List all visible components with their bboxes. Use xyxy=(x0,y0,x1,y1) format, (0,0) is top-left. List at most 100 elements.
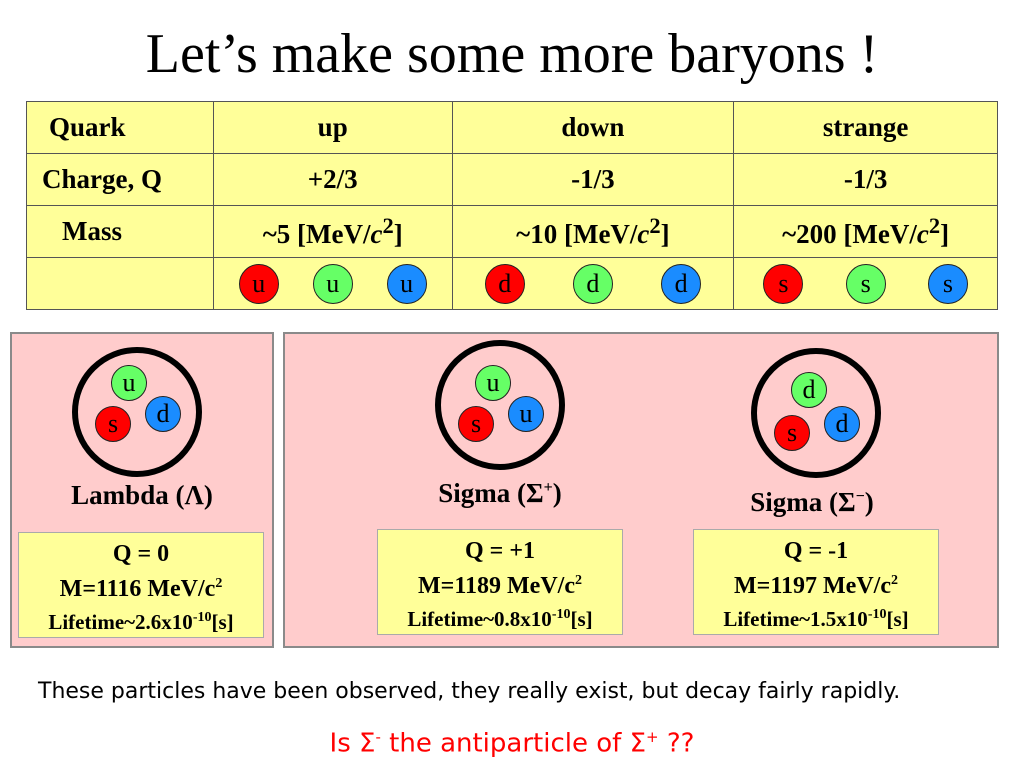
lambda-mass-sup: 2 xyxy=(215,576,223,591)
sigma-plus-infobox: Q = +1 M=1189 MeV/c2 Lifetime~0.8x10-10[… xyxy=(377,529,623,635)
sigma-minus-name-post: ) xyxy=(864,487,874,517)
lambda-infobox: Q = 0 M=1116 MeV/c2 Lifetime~2.6x10-10[s… xyxy=(18,532,264,638)
header-strange: strange xyxy=(733,101,998,154)
lambda-charge: Q = 0 xyxy=(112,541,170,567)
question-post: ?? xyxy=(658,728,695,759)
header-quark: Quark xyxy=(26,101,214,154)
mass-strange-pre: ~200 [MeV/ xyxy=(782,219,917,249)
sigma-minus-lifetime-unit: [s] xyxy=(886,607,909,631)
sigma-plus-name-post: ) xyxy=(552,478,562,508)
lambda-mass: M=1116 MeV/c2 xyxy=(19,569,263,604)
lambda-mass-text: M=1116 MeV/c xyxy=(59,576,216,602)
sigma-plus-lifetime-unit: [s] xyxy=(570,607,593,631)
question-line: Is Σ- the antiparticle of Σ+ ?? xyxy=(0,728,1024,759)
lambda-green-quark: u xyxy=(111,365,147,401)
mass-strange-sup: 2 xyxy=(928,213,941,238)
charge-up: +2/3 xyxy=(212,153,453,206)
sigma-minus-red-quark: s xyxy=(774,415,810,451)
down-quark-blue-ball: d xyxy=(661,263,702,304)
sigma-minus-mass-text: M=1197 MeV/c xyxy=(734,573,891,599)
sigma-minus-baryon-ring xyxy=(751,348,881,478)
mass-strange: ~200 [MeV/c2] xyxy=(733,205,998,258)
down-quark-green-ball: d xyxy=(572,263,613,304)
up-quark-blue-ball: u xyxy=(386,263,427,304)
colors-down: d d d xyxy=(451,257,735,310)
table-row-mass: Mass ~5 [MeV/c2] ~10 [MeV/c2] ~200 [MeV/… xyxy=(26,205,998,258)
up-quark-green-ball: u xyxy=(312,263,353,304)
mass-down-sup: 2 xyxy=(649,213,661,238)
sigma-plus-lifetime: Lifetime~0.8x10-10[s] xyxy=(378,601,622,633)
down-quark-red-ball: d xyxy=(484,263,525,304)
lambda-blue-quark: d xyxy=(145,396,181,432)
mass-up: ~5 [MeV/c2] xyxy=(212,205,453,258)
mass-strange-post: ] xyxy=(940,219,950,249)
mass-down-pre: ~10 [MeV/ xyxy=(516,219,638,249)
table-row-charge: Charge, Q +2/3 -1/3 -1/3 xyxy=(26,153,998,206)
colors-strange: s s s xyxy=(733,257,998,310)
quark-table: Quark up down strange Charge, Q +2/3 -1/… xyxy=(26,101,998,310)
sigma-minus-sup: − xyxy=(855,488,865,505)
lambda-name-pre: Lambda ( xyxy=(71,480,185,510)
footer-note: These particles have been observed, they… xyxy=(38,679,901,704)
sigma-minus-name: Sigma (Σ−) xyxy=(692,487,932,518)
mass-up-sup: 2 xyxy=(382,213,394,238)
slide-title: Let’s make some more baryons ! xyxy=(145,23,879,85)
sigma-minus-green-quark: d xyxy=(791,372,827,408)
sigma-minus-lifetime: Lifetime~1.5x10-10[s] xyxy=(694,601,938,633)
sigma-plus-lifetime-text: Lifetime~0.8x10 xyxy=(407,607,552,631)
sigma-plus-baryon-ring xyxy=(435,340,565,470)
mass-label: Mass xyxy=(26,205,214,258)
mass-down-c: c xyxy=(637,219,650,249)
charge-down: -1/3 xyxy=(451,153,735,206)
sigma-minus-lifetime-sup: -10 xyxy=(867,607,887,622)
mass-strange-c: c xyxy=(916,219,929,249)
charge-strange: -1/3 xyxy=(733,153,998,206)
lambda-lifetime-text: Lifetime~2.6x10 xyxy=(48,610,193,634)
colors-up: u u u xyxy=(212,257,453,310)
question-pre: Is xyxy=(329,728,360,759)
strange-quark-green-ball: s xyxy=(845,263,886,304)
header-up: up xyxy=(212,101,453,154)
sigma-plus-charge: Q = +1 xyxy=(464,538,536,564)
mass-up-c: c xyxy=(370,219,383,249)
table-row-colors: u u u d d d s s s xyxy=(26,257,998,310)
sigma-minus-lifetime-text: Lifetime~1.5x10 xyxy=(723,607,868,631)
mass-up-pre: ~5 [MeV/ xyxy=(262,219,371,249)
mass-down-post: ] xyxy=(660,219,670,249)
sigma-plus-name: Sigma (Σ+) xyxy=(380,478,620,509)
lambda-name-post: ) xyxy=(203,480,213,510)
lambda-baryon-ring xyxy=(72,347,202,477)
sigma-plus-mass-text: M=1189 MeV/c xyxy=(418,573,575,599)
sigma-plus-red-quark: s xyxy=(458,406,494,442)
sigma-plus-sup: + xyxy=(543,479,553,496)
sigma-minus-blue-quark: d xyxy=(824,406,860,442)
lambda-lifetime-sup: -10 xyxy=(192,610,212,625)
lambda-name: Lambda (Λ) xyxy=(10,480,274,511)
lambda-lifetime-unit: [s] xyxy=(211,610,234,634)
sigma-plus-mass: M=1189 MeV/c2 xyxy=(378,566,622,601)
sigma-plus-mass-sup: 2 xyxy=(574,573,582,588)
sigma-plus-symbol: Σ xyxy=(525,478,544,508)
sigma-plus-lifetime-sup: -10 xyxy=(551,607,571,622)
lambda-lifetime: Lifetime~2.6x10-10[s] xyxy=(19,604,263,636)
sigma-minus-charge: Q = -1 xyxy=(783,538,849,564)
question-mid: the antiparticle of xyxy=(380,728,630,759)
sigma-minus-mass: M=1197 MeV/c2 xyxy=(694,566,938,601)
strange-quark-blue-ball: s xyxy=(927,263,968,304)
sigma-minus-mass-sup: 2 xyxy=(890,573,898,588)
sigma-minus-infobox: Q = -1 M=1197 MeV/c2 Lifetime~1.5x10-10[… xyxy=(693,529,939,635)
header-down: down xyxy=(451,101,735,154)
charge-label: Charge, Q xyxy=(26,153,214,206)
mass-up-post: ] xyxy=(393,219,403,249)
lambda-red-quark: s xyxy=(95,406,131,442)
sigma-minus-symbol: Σ xyxy=(837,487,856,517)
question-sigma-2: Σ xyxy=(629,728,646,759)
question-sup-2: + xyxy=(646,728,659,746)
up-quark-red-ball: u xyxy=(238,263,279,304)
sigma-minus-name-pre: Sigma ( xyxy=(750,487,838,517)
question-sup-1: - xyxy=(375,728,381,746)
mass-down: ~10 [MeV/c2] xyxy=(451,205,735,258)
table-row-header: Quark up down strange xyxy=(26,101,998,154)
sigma-plus-blue-quark: u xyxy=(508,396,544,432)
colors-label-empty xyxy=(26,257,214,310)
